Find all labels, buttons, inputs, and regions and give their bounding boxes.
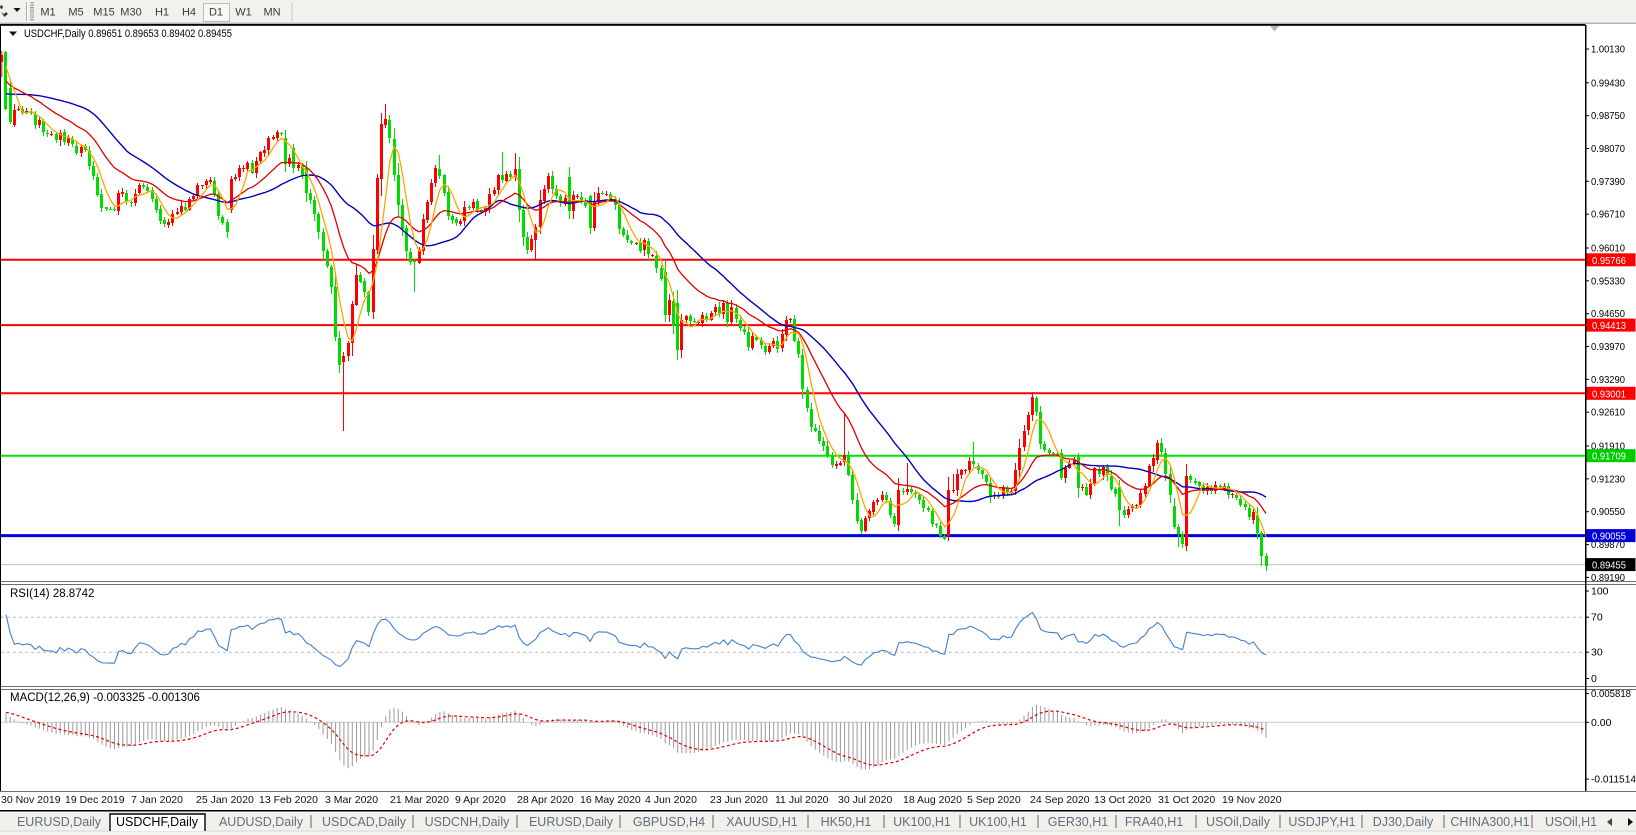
svg-text:0.92610: 0.92610: [1591, 407, 1625, 419]
svg-text:DJ30,Daily: DJ30,Daily: [1373, 815, 1434, 829]
svg-text:11 Jul 2020: 11 Jul 2020: [775, 794, 829, 806]
svg-text:0.97390: 0.97390: [1591, 176, 1625, 188]
svg-text:USDCNH,Daily: USDCNH,Daily: [425, 815, 510, 829]
svg-text:25 Jan 2020: 25 Jan 2020: [196, 794, 254, 806]
svg-text:0.91709: 0.91709: [1592, 451, 1626, 463]
svg-text:GBPUSD,H4: GBPUSD,H4: [633, 815, 705, 829]
svg-text:M5: M5: [68, 7, 83, 19]
svg-text:100: 100: [1591, 586, 1609, 598]
svg-text:3 Mar 2020: 3 Mar 2020: [325, 794, 378, 806]
svg-text:HK50,H1: HK50,H1: [821, 815, 872, 829]
svg-text:30 Jul 2020: 30 Jul 2020: [838, 794, 892, 806]
svg-text:0.94413: 0.94413: [1592, 320, 1626, 332]
svg-text:21 Mar 2020: 21 Mar 2020: [390, 794, 449, 806]
svg-text:H4: H4: [182, 7, 196, 19]
svg-text:19 Dec 2019: 19 Dec 2019: [65, 794, 125, 806]
svg-text:USDCHF,Daily: USDCHF,Daily: [116, 815, 199, 829]
svg-text:0.00: 0.00: [1591, 717, 1612, 729]
svg-text:0.96710: 0.96710: [1591, 209, 1625, 221]
svg-text:7 Jan 2020: 7 Jan 2020: [131, 794, 183, 806]
svg-text:0.90055: 0.90055: [1592, 531, 1626, 543]
svg-text:23 Jun 2020: 23 Jun 2020: [710, 794, 768, 806]
svg-text:MACD(12,26,9) -0.003325 -0.001: MACD(12,26,9) -0.003325 -0.001306: [10, 692, 200, 704]
svg-text:0: 0: [1591, 673, 1597, 685]
svg-text:0.99430: 0.99430: [1591, 77, 1625, 89]
svg-text:D1: D1: [209, 7, 223, 19]
svg-text:MN: MN: [263, 7, 280, 19]
svg-text:0.95766: 0.95766: [1592, 255, 1626, 267]
svg-text:H1: H1: [155, 7, 169, 19]
svg-text:0.93001: 0.93001: [1592, 388, 1626, 400]
svg-text:USDCAD,Daily: USDCAD,Daily: [322, 815, 407, 829]
svg-text:24 Sep 2020: 24 Sep 2020: [1030, 794, 1090, 806]
svg-text:M1: M1: [40, 7, 55, 19]
svg-text:13 Oct 2020: 13 Oct 2020: [1094, 794, 1151, 806]
svg-text:RSI(14) 28.8742: RSI(14) 28.8742: [10, 588, 94, 600]
svg-text:USOil,H1: USOil,H1: [1545, 815, 1597, 829]
svg-text:UK100,H1: UK100,H1: [893, 815, 951, 829]
svg-text:5 Sep 2020: 5 Sep 2020: [967, 794, 1021, 806]
svg-text:EURUSD,Daily: EURUSD,Daily: [17, 815, 102, 829]
svg-text:0.93970: 0.93970: [1591, 341, 1625, 353]
svg-text:M15: M15: [93, 7, 114, 19]
svg-text:0.89455: 0.89455: [1592, 560, 1626, 572]
svg-text:16 May 2020: 16 May 2020: [580, 794, 641, 806]
svg-text:W1: W1: [235, 7, 252, 19]
svg-text:18 Aug 2020: 18 Aug 2020: [903, 794, 962, 806]
svg-text:M30: M30: [120, 7, 141, 19]
svg-text:0.95330: 0.95330: [1591, 275, 1625, 287]
svg-text:0.94650: 0.94650: [1591, 308, 1625, 320]
svg-text:USOil,Daily: USOil,Daily: [1206, 815, 1271, 829]
svg-text:30: 30: [1591, 647, 1603, 659]
svg-text:19 Nov 2020: 19 Nov 2020: [1222, 794, 1282, 806]
svg-text:0.90550: 0.90550: [1591, 506, 1625, 518]
svg-text:GER30,H1: GER30,H1: [1048, 815, 1108, 829]
svg-text:4 Jun 2020: 4 Jun 2020: [645, 794, 697, 806]
svg-text:XAUUSD,H1: XAUUSD,H1: [726, 815, 798, 829]
svg-text:28 Apr 2020: 28 Apr 2020: [517, 794, 574, 806]
svg-text:70: 70: [1591, 612, 1603, 624]
svg-text:0.96010: 0.96010: [1591, 243, 1625, 255]
svg-text:0.89190: 0.89190: [1591, 572, 1625, 584]
svg-text:USDCHF,Daily 0.89651 0.89653: USDCHF,Daily 0.89651 0.89653 0.89402 0.8…: [24, 28, 232, 40]
svg-text:30 Nov 2019: 30 Nov 2019: [1, 794, 61, 806]
svg-text:0.93290: 0.93290: [1591, 374, 1625, 386]
svg-text:EURUSD,Daily: EURUSD,Daily: [529, 815, 614, 829]
svg-text:CHINA300,H1: CHINA300,H1: [1450, 815, 1529, 829]
svg-text:13 Feb 2020: 13 Feb 2020: [259, 794, 318, 806]
svg-text:-0.011514: -0.011514: [1591, 774, 1636, 786]
svg-text:UK100,H1: UK100,H1: [969, 815, 1027, 829]
svg-text:AUDUSD,Daily: AUDUSD,Daily: [219, 815, 304, 829]
svg-text:9 Apr 2020: 9 Apr 2020: [455, 794, 506, 806]
svg-text:0.005818: 0.005818: [1591, 688, 1631, 700]
svg-text:0.98750: 0.98750: [1591, 110, 1625, 122]
svg-text:USDJPY,H1: USDJPY,H1: [1288, 815, 1355, 829]
svg-text:1.00130: 1.00130: [1591, 44, 1625, 56]
svg-text:0.98070: 0.98070: [1591, 143, 1625, 155]
svg-text:31 Oct 2020: 31 Oct 2020: [1158, 794, 1215, 806]
svg-text:0.91230: 0.91230: [1591, 473, 1625, 485]
svg-text:FRA40,H1: FRA40,H1: [1125, 815, 1183, 829]
